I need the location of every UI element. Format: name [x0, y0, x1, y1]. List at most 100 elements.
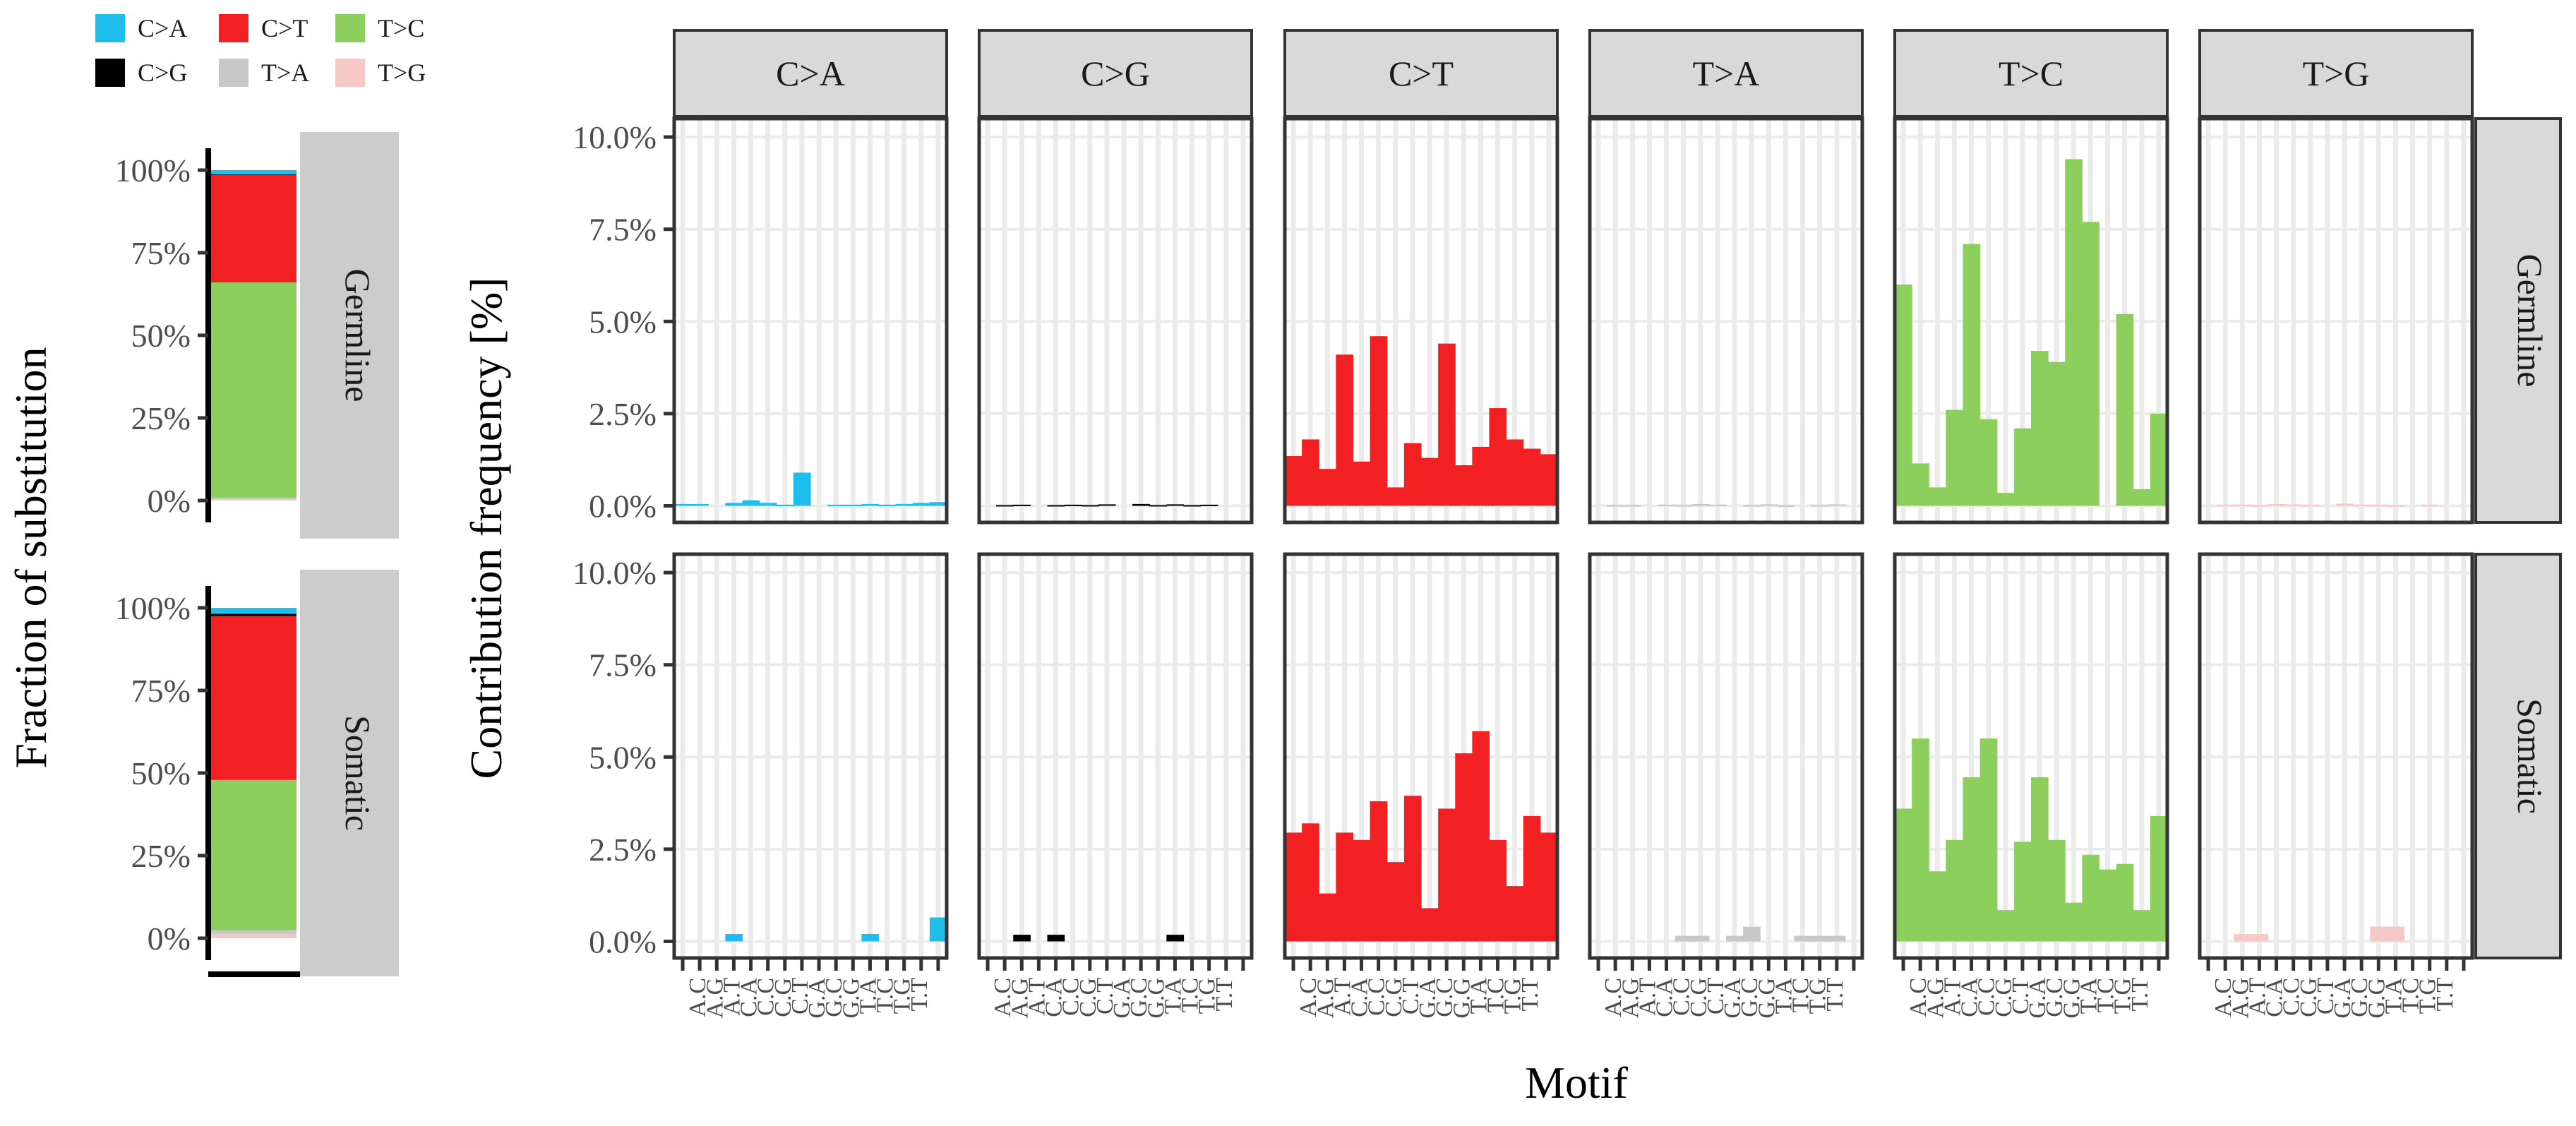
left-facet-label-somatic: Somatic [338, 715, 378, 831]
column-strip-label-t-to-c: T>C [1999, 54, 2063, 93]
bar-somatic-t-to-c-g-g [2065, 902, 2083, 942]
column-strip-c-to-a [673, 29, 948, 118]
x-tick-label: C.A [1957, 978, 1983, 1017]
bar-germline-t-to-a-t-c [1811, 505, 1829, 507]
bar-somatic-t-to-c-c-t [2013, 841, 2032, 942]
panel-border-somatic-t-to-c [1893, 552, 2169, 960]
x-tick-label: T.T [2432, 978, 2458, 1012]
bar-somatic-t-to-a-t-g [1828, 935, 1846, 942]
bar-germline-t-to-c-c-g [1996, 493, 2015, 506]
bar-somatic-t-to-c-c-g [1996, 910, 2015, 942]
bar-germline-t-to-a-g-c [1743, 505, 1761, 507]
x-tick-label: G.G [1143, 978, 1169, 1019]
bar-somatic-t-to-c-g-t [2082, 854, 2100, 942]
x-tick-label: A.T [719, 978, 745, 1016]
stack-segment-germline-t-to-c [210, 282, 296, 498]
x-tick-label: C.C [753, 978, 779, 1016]
bar-somatic-t-to-g-a-g [2234, 934, 2251, 942]
column-strip-label-c-to-a: C>A [776, 54, 845, 93]
x-tick-label: G.A [1415, 978, 1441, 1019]
panel-border-germline-c-to-a [672, 116, 949, 525]
stack-segment-somatic-t-to-c [210, 779, 296, 930]
bar-germline-t-to-a-g-t [1777, 505, 1795, 507]
x-tick-label: G.C [1126, 978, 1152, 1017]
legend-swatch-c-to-t [219, 14, 248, 42]
bar-germline-t-to-a-c-t [1708, 504, 1727, 506]
stack-segment-somatic-c-to-a [210, 608, 296, 614]
bar-germline-c-to-g-c-t [1098, 504, 1116, 506]
stack-segment-germline-t-to-g [210, 499, 296, 501]
x-tick-label: T.C [1178, 978, 1204, 1012]
right-y-tick-label: 0.0% [589, 488, 657, 524]
bar-germline-t-to-c-g-g [2065, 159, 2083, 506]
bar-somatic-t-to-c-t-a [2099, 869, 2117, 942]
x-tick-label: C.A [1652, 978, 1678, 1017]
right-y-axis-title: Contribution frequency [%] [461, 277, 511, 779]
x-tick-label: T.G [2110, 978, 2136, 1014]
left-facet-strip-somatic [300, 570, 399, 976]
x-tick-label: A.C [1905, 978, 1931, 1017]
bar-somatic-c-to-t-a-a [1285, 832, 1302, 942]
bar-somatic-c-to-t-a-t [1336, 832, 1354, 942]
x-tick-label: G.A [2330, 978, 2356, 1019]
row-strip-germline [2474, 117, 2562, 524]
legend-label-c-to-g: C>G [138, 59, 187, 87]
x-tick-label: A.C [2210, 978, 2236, 1017]
bar-somatic-c-to-a-a-t [725, 934, 743, 942]
left-y-tick-label: 100% [115, 590, 191, 626]
x-tick-label: C.C [1364, 978, 1390, 1016]
bar-germline-t-to-c-g-a [2031, 351, 2049, 506]
x-tick-label: T.A [1771, 978, 1797, 1014]
x-tick-label: C.A [2262, 978, 2288, 1017]
bar-somatic-c-to-g-a-g [1013, 935, 1031, 942]
bar-germline-c-to-a-g-g [844, 504, 862, 506]
bar-somatic-t-to-c-a-g [1929, 871, 1946, 942]
bar-germline-t-to-g-c-g [2301, 505, 2320, 507]
left-y-tick-label: 25% [131, 400, 191, 436]
x-tick-label: T.A [1160, 978, 1186, 1014]
bar-germline-c-to-t-t-a [1489, 408, 1507, 506]
bar-germline-t-to-a-c-a [1658, 504, 1676, 506]
bar-germline-c-to-g-c-g [1081, 505, 1099, 507]
bar-germline-t-to-c-g-t [2082, 222, 2100, 506]
bar-germline-c-to-a-t-a [878, 504, 897, 506]
bar-germline-c-to-t-a-a [1285, 455, 1302, 506]
bar-somatic-t-to-a-g-a [1726, 935, 1744, 942]
bar-somatic-c-to-t-g-a [1421, 908, 1439, 942]
x-tick-label: C.T [2313, 978, 2339, 1014]
bar-germline-t-to-c-a-g [1929, 487, 1946, 506]
right-y-tick-label: 7.5% [589, 212, 657, 248]
legend-swatch-t-to-c [335, 14, 365, 42]
x-tick-label: A.C [1295, 978, 1322, 1017]
x-tick-label: T.G [1500, 978, 1526, 1014]
x-tick-label: T.A [855, 978, 881, 1014]
bar-germline-t-to-c-a-a [1895, 285, 1912, 506]
stack-segment-germline-c-to-t [210, 175, 296, 283]
bar-germline-t-to-g-c-a [2268, 503, 2286, 506]
bar-somatic-t-to-a-c-c [1675, 935, 1693, 942]
x-tick-label: C.C [2279, 978, 2305, 1016]
right-y-tick-label: 2.5% [589, 396, 657, 432]
x-tick-label: G.A [2025, 978, 2051, 1019]
bar-germline-c-to-t-g-g [1455, 465, 1473, 506]
bar-germline-c-to-g-a-c [996, 505, 1014, 507]
x-tick-label: T.T [1211, 978, 1238, 1012]
x-tick-label: C.G [1381, 978, 1407, 1017]
x-tick-label: C.T [1092, 978, 1118, 1014]
x-tick-label: C.T [787, 978, 813, 1014]
bar-germline-c-to-t-c-g [1386, 487, 1405, 506]
stacked-bar-axes: 0% 25% 50% 75% 100% Germline 0% 25% 50% 75% 100% So… [115, 132, 399, 977]
x-tick-label: T.A [1466, 978, 1492, 1014]
x-tick-label: T.C [2093, 978, 2119, 1012]
row-strip-somatic [2474, 553, 2562, 959]
panel-border-germline-t-to-c [1893, 116, 2169, 525]
column-strip-c-to-t [1283, 29, 1559, 118]
bar-germline-t-to-g-a-t [2251, 505, 2269, 507]
stack-segment-somatic-c-to-g [210, 613, 296, 616]
legend-label-c-to-t: C>T [261, 14, 308, 42]
bar-germline-t-to-c-a-t [1946, 409, 1964, 506]
legend-label-c-to-a: C>A [138, 14, 187, 42]
column-strip-t-to-g [2198, 29, 2474, 118]
panel-border-germline-c-to-g [977, 116, 1254, 525]
left-y-tick-label: 50% [131, 318, 191, 354]
